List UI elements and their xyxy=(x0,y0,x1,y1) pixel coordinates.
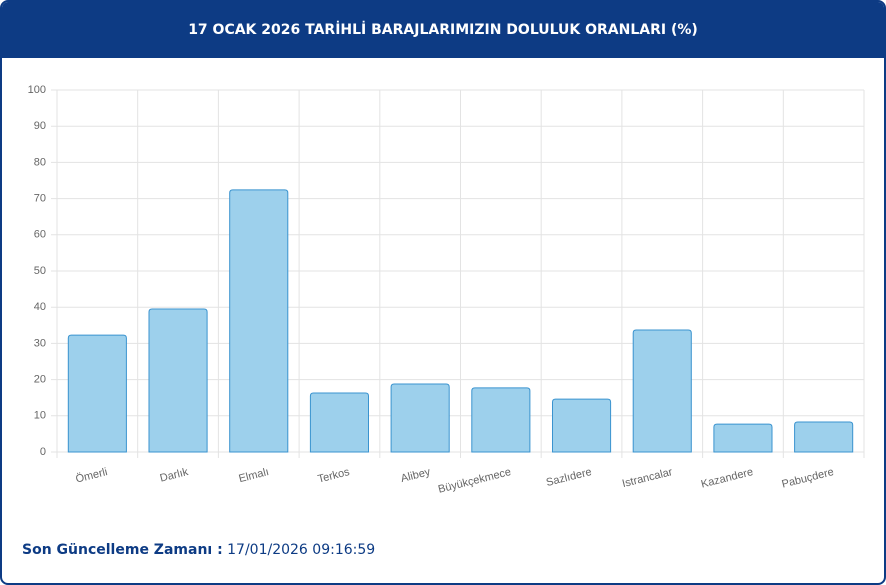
y-tick-label: 60 xyxy=(34,229,46,241)
y-tick-label: 0 xyxy=(40,446,46,458)
x-tick-label: Büyükçekmece xyxy=(437,466,512,496)
bar xyxy=(309,392,370,453)
x-tick-label: Elmalı xyxy=(238,466,271,485)
bar xyxy=(229,189,289,453)
bar xyxy=(713,423,773,453)
bar xyxy=(471,387,531,453)
y-tick-label: 100 xyxy=(28,84,46,96)
chart-title: 17 OCAK 2026 TARİHLİ BARAJLARIMIZIN DOLU… xyxy=(2,2,884,58)
x-tick-label: Darlık xyxy=(159,466,190,485)
x-tick-label: Ömerli xyxy=(74,466,108,485)
x-tick-label: Alibey xyxy=(400,466,432,485)
y-tick-label: 80 xyxy=(34,156,46,168)
y-tick-label: 50 xyxy=(34,265,46,277)
y-tick-label: 40 xyxy=(34,301,46,313)
x-tick-label: Sazlıdere xyxy=(545,466,593,489)
footer: Son Güncelleme Zamanı : 17/01/2026 09:16… xyxy=(22,542,375,558)
x-tick-label: Pabuçdere xyxy=(781,466,836,491)
x-tick-label: Kazandere xyxy=(700,466,755,491)
y-tick-label: 20 xyxy=(34,374,46,386)
bar xyxy=(390,383,450,453)
x-tick-label: Terkos xyxy=(317,466,352,486)
chart: 0 10 20 30 40 50 60 70 80 90 100 Ömerli Darlık Elmalı… xyxy=(28,84,865,496)
y-tick-label: 90 xyxy=(34,120,46,132)
bar xyxy=(551,398,612,453)
y-tick-label: 10 xyxy=(34,410,46,422)
bar xyxy=(794,421,854,453)
y-tick-label: 30 xyxy=(34,337,46,349)
bar xyxy=(148,308,208,453)
bar xyxy=(632,329,692,453)
footer-value: 17/01/2026 09:16:59 xyxy=(227,542,376,558)
footer-label: Son Güncelleme Zamanı : xyxy=(22,542,223,558)
y-tick-label: 70 xyxy=(34,193,46,205)
bar xyxy=(67,334,127,453)
x-tick-label: Istrancalar xyxy=(621,466,674,490)
